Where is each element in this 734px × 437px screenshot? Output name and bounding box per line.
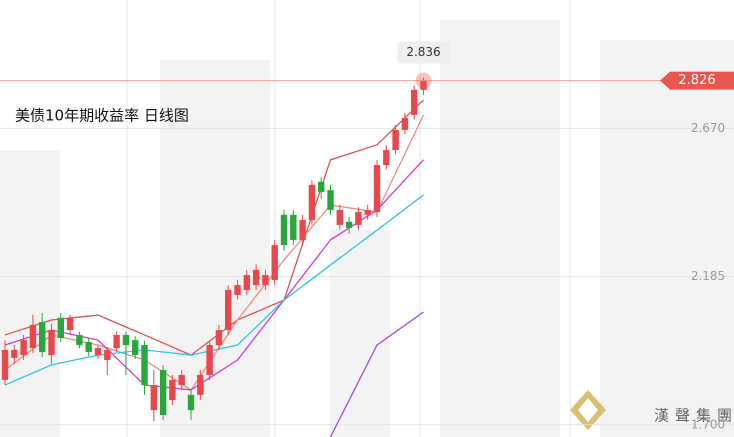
candle-body: [234, 285, 241, 295]
candle-body: [57, 317, 64, 338]
candle-body: [411, 89, 418, 115]
last-price-label: 2.826: [678, 73, 715, 88]
candle-body: [197, 374, 204, 395]
candle-body: [252, 269, 260, 286]
candle-body: [178, 374, 185, 386]
last-price-tag: [660, 71, 734, 90]
candle-body: [308, 184, 316, 221]
chart-title: 美债10年期收益率 日线图: [15, 107, 189, 125]
candle-body: [345, 221, 353, 228]
candle-body: [141, 345, 148, 386]
candle-body: [243, 275, 250, 291]
candle-body: [11, 349, 18, 358]
candle-body: [29, 324, 37, 349]
moving-average-line: [4, 159, 424, 391]
high-label-box: [397, 41, 450, 64]
candle-body: [318, 181, 325, 192]
candle-body: [225, 290, 232, 331]
candle-body: [215, 330, 223, 346]
candle-body: [327, 190, 334, 210]
y-tick-label: 2.670: [691, 121, 725, 135]
candle-body: [187, 394, 195, 411]
candle-body: [290, 214, 297, 240]
candle-body: [20, 340, 27, 356]
candle-body: [113, 334, 120, 349]
y-tick-label: 2.185: [691, 269, 725, 283]
candle-body: [420, 80, 427, 90]
last-price-glow: [415, 72, 432, 89]
candle-body: [1, 349, 9, 380]
moving-average-line: [4, 194, 424, 386]
candle-body: [364, 209, 371, 215]
candle-body: [206, 345, 213, 375]
candle-body: [159, 370, 167, 415]
candle-body: [132, 340, 139, 356]
candle-body: [150, 385, 157, 411]
watermark: 漢聲集團: [654, 407, 734, 425]
candle-body: [336, 209, 343, 225]
candle-body: [271, 245, 278, 280]
candle-body: [122, 334, 130, 346]
candle-body: [383, 150, 390, 166]
candle-body: [262, 275, 269, 286]
y-tick-label: 1.700: [691, 417, 725, 431]
moving-average-line: [329, 311, 424, 437]
candle-body: [104, 349, 111, 360]
candle-body: [48, 330, 55, 356]
candle-body: [373, 165, 381, 213]
background-buildings: [0, 20, 734, 437]
candle-body: [355, 212, 362, 225]
candle-body: [299, 220, 306, 240]
candle-body: [85, 341, 92, 353]
candle-body: [280, 214, 288, 246]
candle-body: [39, 322, 46, 353]
candle-body: [94, 348, 102, 356]
watermark-logo-inner: [578, 398, 598, 422]
vertical-grid: [126, 0, 571, 437]
candle-body: [392, 129, 399, 151]
high-label: 2.836: [406, 45, 440, 59]
candle-body: [401, 117, 409, 130]
candle-body: [76, 334, 83, 346]
candle-body: [169, 379, 176, 401]
moving-average-line: [4, 114, 425, 391]
moving-average-line: [4, 99, 424, 356]
candle-body: [66, 317, 74, 331]
